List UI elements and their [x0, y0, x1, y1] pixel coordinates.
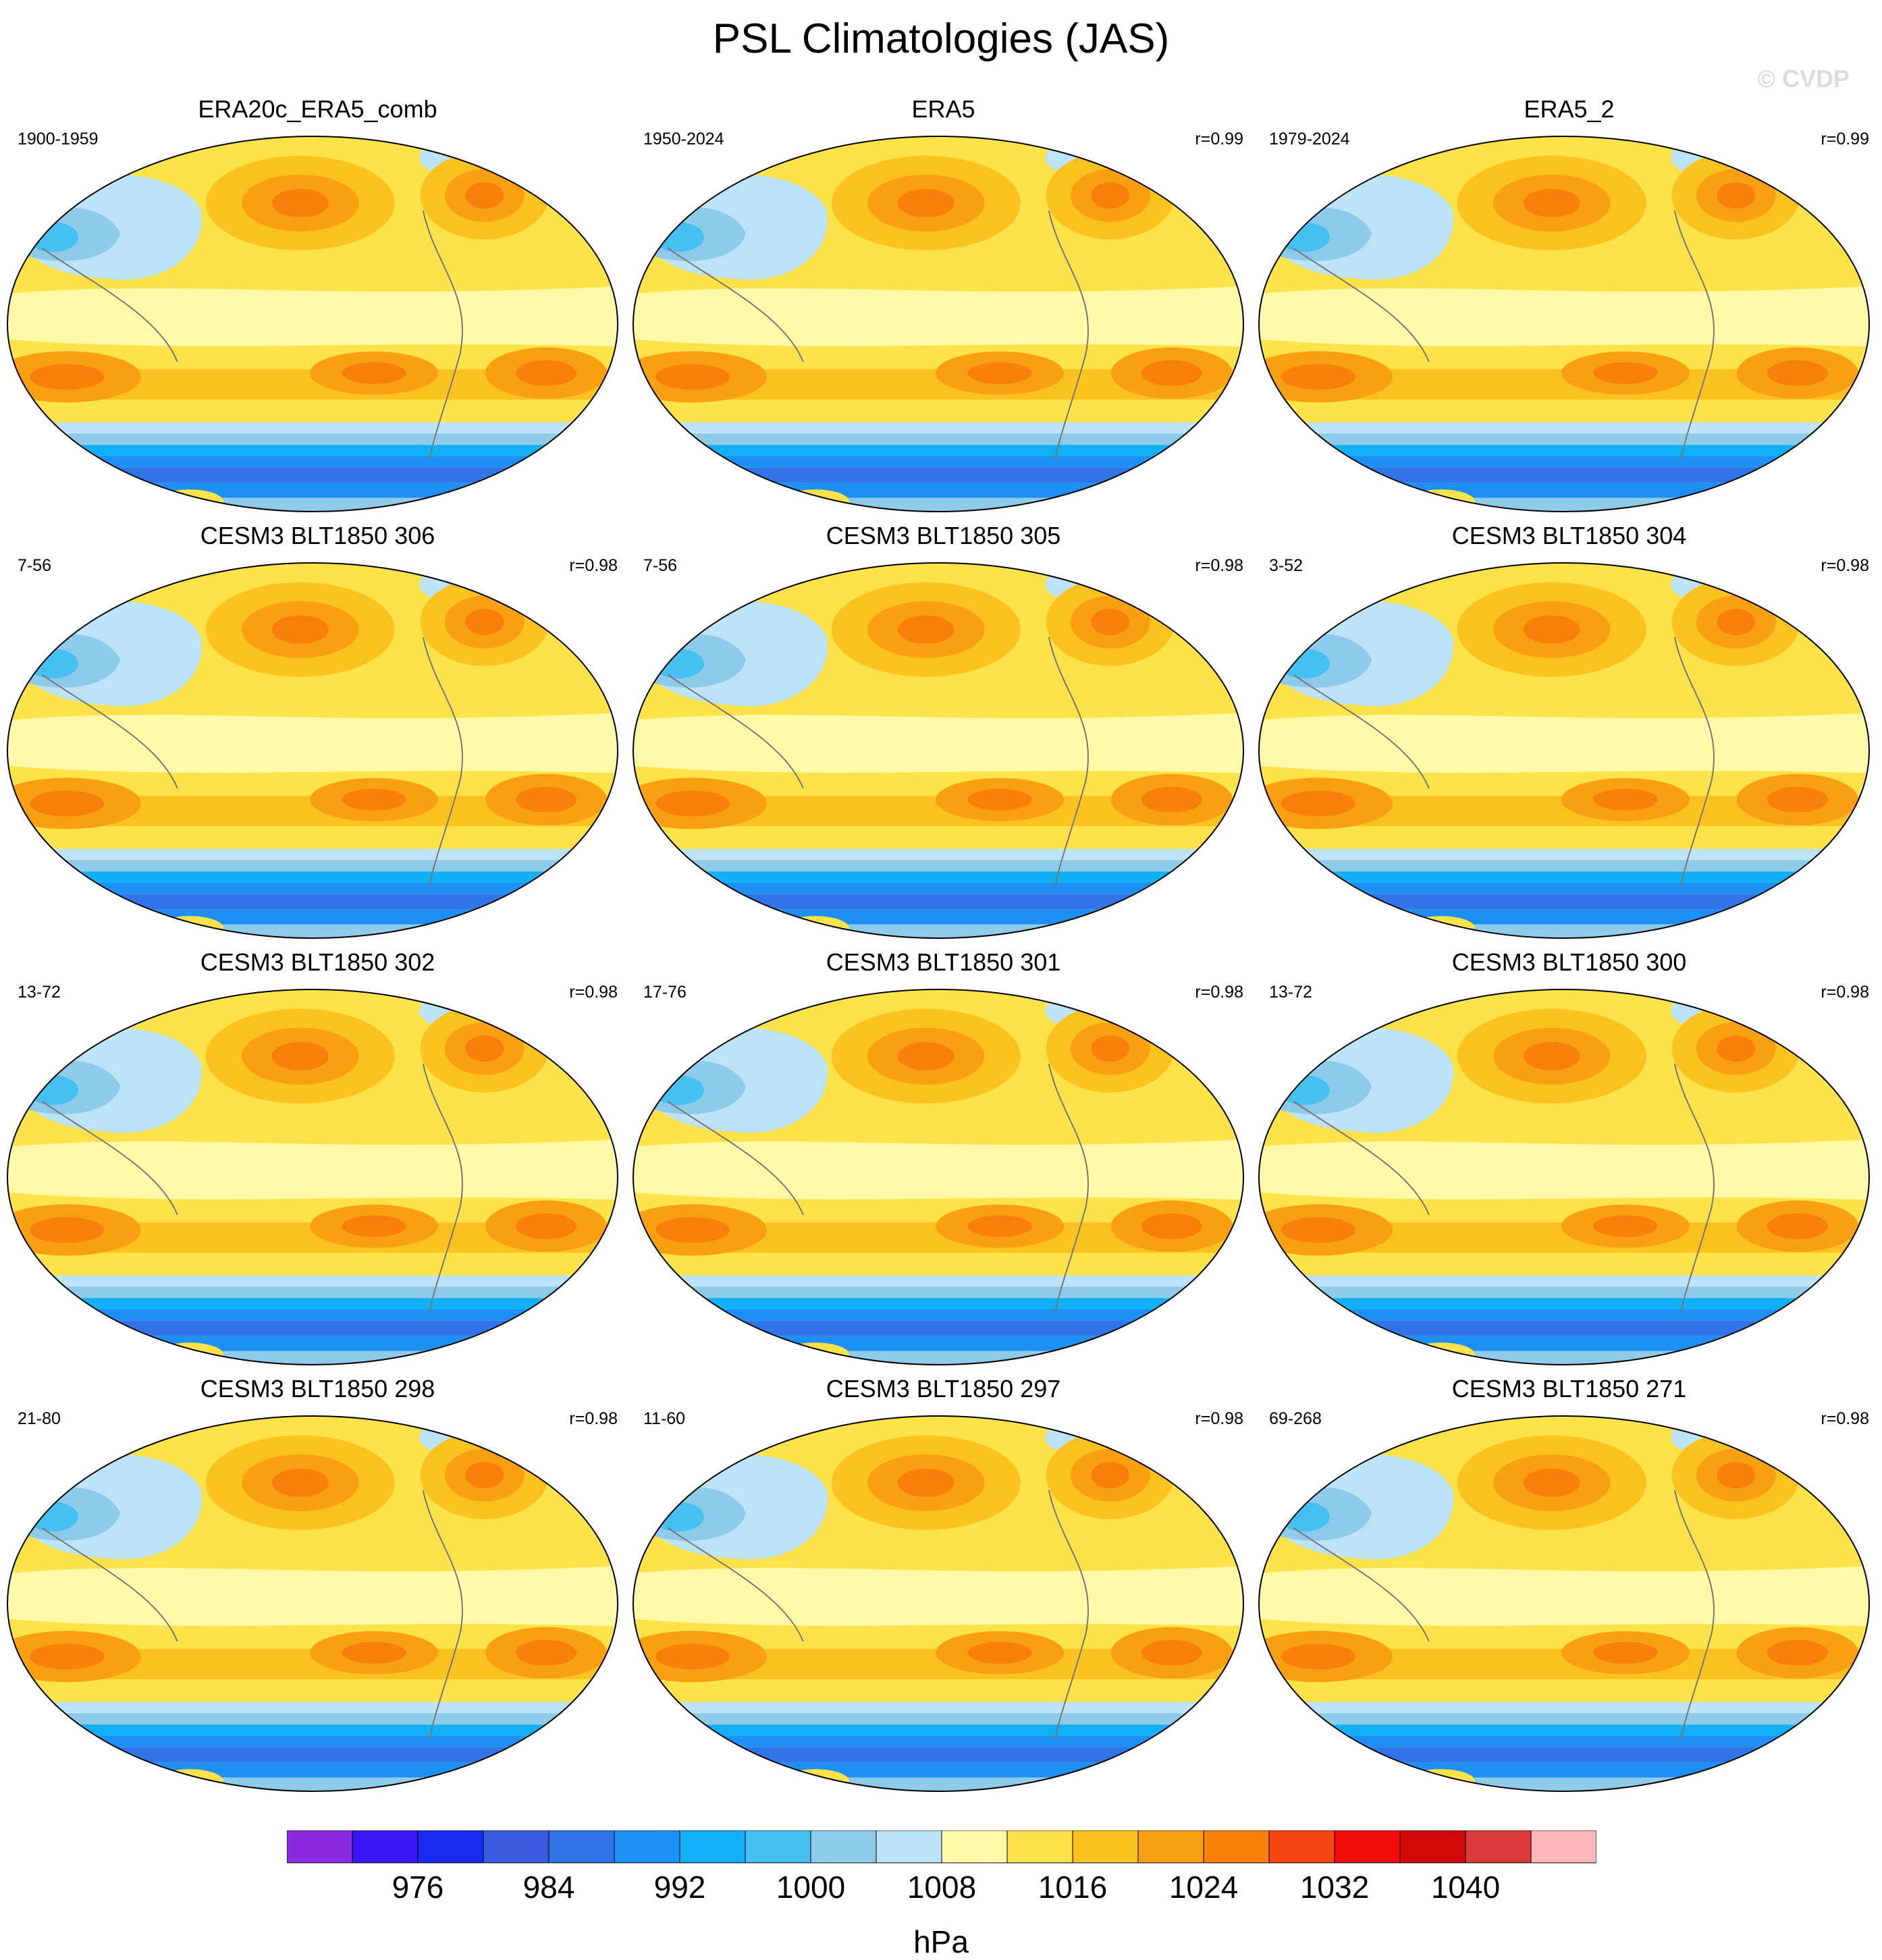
panel-correlation: r=0.98	[1195, 983, 1243, 1002]
colorbar: 976 984 992 1000 1008 1016 1024 1032 1040	[287, 1830, 1596, 1905]
figure-title: PSL Climatologies (JAS)	[712, 16, 1170, 62]
colorbar-box	[876, 1830, 942, 1863]
map-panel: CESM3 BLT1850 306 7-56 r=0.98	[5, 521, 630, 946]
colorbar-box	[1334, 1830, 1401, 1863]
panel-correlation: r=0.98	[1195, 556, 1243, 575]
colorbar-tick-label: 1016	[1038, 1870, 1107, 1905]
map-panel: CESM3 BLT1850 304 3-52 r=0.98	[1257, 521, 1881, 946]
psl-map	[1258, 562, 1870, 939]
panel-title: CESM3 BLT1850 297	[826, 1375, 1061, 1403]
panel-correlation: r=0.98	[1821, 556, 1869, 575]
colorbar-box	[548, 1830, 615, 1863]
panel-correlation: r=0.98	[1821, 983, 1869, 1002]
map-panel: CESM3 BLT1850 297 11-60 r=0.98	[631, 1374, 1256, 1799]
psl-map	[1258, 1415, 1870, 1792]
map-panel: CESM3 BLT1850 302 13-72 r=0.98	[5, 948, 630, 1373]
panel-title: CESM3 BLT1850 300	[1451, 948, 1687, 976]
panel-years: 3-52	[1269, 556, 1303, 575]
panel-title: CESM3 BLT1850 301	[826, 948, 1061, 976]
panel-correlation: r=0.99	[1821, 130, 1869, 148]
map-panel: CESM3 BLT1850 300 13-72 r=0.98	[1257, 948, 1881, 1373]
colorbar-box	[287, 1830, 353, 1863]
colorbar-tick-label: 1024	[1169, 1870, 1238, 1905]
psl-map	[633, 562, 1244, 939]
panel-years: 13-72	[1269, 983, 1312, 1002]
psl-map	[7, 1415, 618, 1792]
colorbar-box	[941, 1830, 1008, 1863]
map-panel: CESM3 BLT1850 298 21-80 r=0.98	[5, 1374, 630, 1799]
colorbar-box	[1399, 1830, 1466, 1863]
panel-correlation: r=0.98	[1195, 1409, 1243, 1428]
colorbar-tick-label: 1008	[907, 1870, 976, 1905]
colorbar-units: hPa	[913, 1924, 969, 1959]
panel-correlation: r=0.98	[569, 983, 618, 1002]
colorbar-box	[614, 1830, 680, 1863]
panel-years: 21-80	[18, 1409, 61, 1428]
panel-years: 17-76	[643, 983, 687, 1002]
panel-title: CESM3 BLT1850 306	[200, 522, 435, 549]
panel-title: CESM3 BLT1850 298	[200, 1375, 435, 1403]
colorbar-tick-label: 1000	[776, 1870, 845, 1905]
panel-title: CESM3 BLT1850 304	[1451, 522, 1687, 549]
psl-map	[1258, 989, 1870, 1365]
colorbar-tick-label: 976	[392, 1870, 444, 1905]
colorbar-tick-label: 992	[654, 1870, 706, 1905]
map-panel: CESM3 BLT1850 305 7-56 r=0.98	[631, 521, 1256, 946]
panel-years: 1979-2024	[1269, 130, 1350, 148]
panel-years: 13-72	[18, 983, 61, 1002]
map-panel: ERA20c_ERA5_comb 1900-1959	[5, 94, 630, 520]
map-panel: CESM3 BLT1850 301 17-76 r=0.98	[631, 948, 1256, 1373]
panel-years: 7-56	[643, 556, 678, 575]
colorbar-box	[1203, 1830, 1270, 1863]
colorbar-box	[483, 1830, 549, 1863]
panel-title: CESM3 BLT1850 305	[826, 522, 1061, 549]
colorbar-box	[352, 1830, 419, 1863]
panel-years: 69-268	[1269, 1409, 1322, 1428]
map-panel: CESM3 BLT1850 271 69-268 r=0.98	[1257, 1374, 1881, 1799]
panel-title: CESM3 BLT1850 302	[200, 948, 435, 976]
colorbar-box	[1137, 1830, 1204, 1863]
cvdp-watermark: © CVDP	[1757, 65, 1850, 92]
psl-map	[7, 562, 618, 939]
psl-map	[633, 989, 1244, 1365]
panel-title: CESM3 BLT1850 271	[1451, 1375, 1687, 1403]
panel-correlation: r=0.98	[569, 1409, 618, 1428]
colorbar-box	[1006, 1830, 1073, 1863]
panel-title: ERA5	[911, 95, 975, 123]
colorbar-box	[1072, 1830, 1139, 1863]
panel-correlation: r=0.98	[1821, 1409, 1869, 1428]
colorbar-tick-label: 1032	[1300, 1870, 1369, 1905]
colorbar-box	[745, 1830, 811, 1863]
colorbar-box	[810, 1830, 877, 1863]
psl-map	[633, 136, 1244, 512]
panel-years: 1950-2024	[643, 130, 724, 148]
colorbar-box	[417, 1830, 484, 1863]
colorbar-tick-label: 1040	[1431, 1870, 1500, 1905]
colorbar-box	[1530, 1830, 1596, 1863]
colorbar-box	[1268, 1830, 1335, 1863]
colorbar-tick-label: 984	[523, 1870, 575, 1905]
psl-map	[7, 989, 618, 1365]
panel-correlation: r=0.99	[1195, 130, 1243, 148]
colorbar-box	[1465, 1830, 1532, 1863]
colorbar-box	[679, 1830, 746, 1863]
panel-correlation: r=0.98	[569, 556, 618, 575]
psl-map	[633, 1415, 1244, 1792]
map-panel: ERA5 1950-2024 r=0.99	[631, 94, 1256, 520]
psl-map	[7, 136, 618, 512]
panel-title: ERA5_2	[1524, 95, 1615, 123]
map-panel: ERA5_2 1979-2024 r=0.99	[1257, 94, 1881, 520]
panel-years: 1900-1959	[18, 130, 99, 148]
panel-title: ERA20c_ERA5_comb	[198, 95, 437, 123]
psl-map	[1258, 136, 1870, 512]
panel-years: 11-60	[643, 1409, 686, 1428]
panel-years: 7-56	[18, 556, 52, 575]
